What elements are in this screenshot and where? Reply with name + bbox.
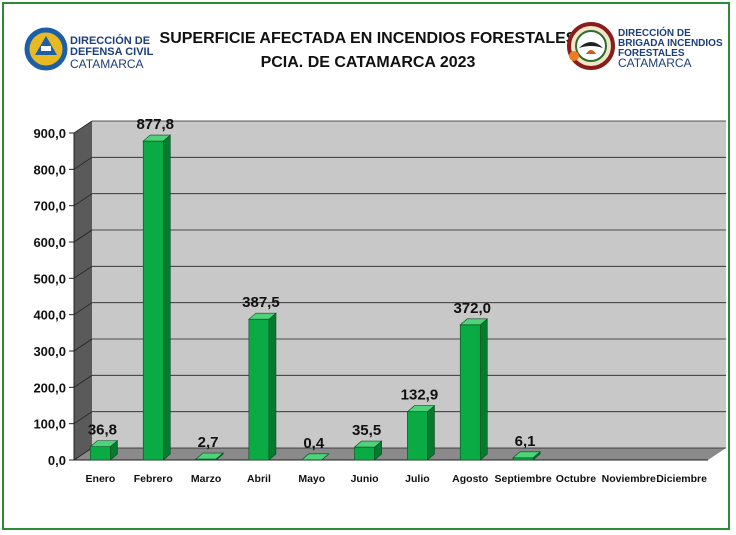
- bar: [195, 452, 224, 461]
- bar-side: [479, 318, 488, 461]
- bar-top: [512, 451, 541, 459]
- data-label: 877,8: [136, 116, 174, 133]
- y-tick-label: 600,0: [33, 235, 66, 250]
- logo-right-line4: CATAMARCA: [618, 56, 692, 70]
- x-tick-label: Junio: [351, 473, 379, 485]
- plot-floor: [74, 448, 726, 460]
- chart-frame: [2, 2, 730, 530]
- plot-back-wall: [92, 121, 726, 448]
- logo-right-line3: FORESTALES: [618, 48, 685, 59]
- data-label: 36,8: [88, 422, 117, 439]
- bar-side: [427, 405, 435, 461]
- brigada-emblem-icon: [567, 22, 615, 70]
- bar-side: [162, 134, 171, 461]
- x-tick-label: Agosto: [452, 473, 488, 485]
- gridline-depth: [73, 266, 93, 279]
- gridline-depth: [73, 193, 93, 206]
- bar: [300, 453, 330, 461]
- x-tick-label: Octubre: [556, 473, 596, 485]
- bar: [353, 440, 383, 461]
- data-label: 35,5: [352, 422, 381, 439]
- x-axis-labels: Enero Febrero Marzo Abril Mayo Junio Julio Agos…: [86, 473, 708, 485]
- x-tick-label: Febrero: [134, 473, 173, 485]
- bar-top: [89, 440, 119, 447]
- data-labels: 36,8 877,8 2,7 387,5 0,4 35,5 132,9 372,0 6,1: [88, 116, 536, 452]
- y-tick-label: 700,0: [33, 199, 66, 214]
- y-tick-label: 0,0: [48, 453, 66, 468]
- y-tick-label: 400,0: [33, 308, 66, 323]
- gridline-depth: [73, 120, 93, 134]
- gridline-depth: [73, 302, 93, 315]
- defensa-civil-logo: DIRECCIÓN DE DEFENSA CIVIL CATAMARCA: [24, 22, 174, 76]
- data-label: 387,5: [242, 294, 280, 311]
- gridline-depth: [73, 229, 93, 243]
- bar-front: [248, 318, 270, 461]
- data-label: 372,0: [453, 300, 491, 317]
- x-tick-label: Septiembre: [494, 473, 551, 485]
- x-tick-label: Diciembre: [656, 473, 707, 485]
- y-tick-label: 100,0: [33, 417, 66, 432]
- data-label: 6,1: [515, 433, 536, 450]
- x-tick-label: Marzo: [191, 473, 221, 485]
- bar-side: [268, 312, 277, 461]
- bar-top: [195, 452, 224, 460]
- bar-top: [459, 318, 489, 326]
- bar: [512, 451, 541, 461]
- y-tick-label: 300,0: [33, 344, 66, 359]
- logo-right-line1: DIRECCIÓN DE: [618, 28, 691, 39]
- bar: [459, 318, 489, 461]
- logo-right-line2: BRIGADA INCENDIOS: [618, 38, 723, 49]
- bar-front: [354, 446, 375, 461]
- x-tick-label: Julio: [405, 473, 430, 485]
- bar: [89, 439, 119, 461]
- bar-front: [142, 140, 164, 461]
- bar: [406, 405, 436, 461]
- bar-front: [90, 446, 111, 461]
- chart-title-line1: SUPERFICIE AFECTADA EN INCENDIOS FORESTA…: [159, 30, 577, 47]
- data-label: 2,7: [198, 434, 219, 451]
- x-tick-label: Enero: [86, 473, 116, 485]
- bar-top: [142, 134, 172, 142]
- bar-front: [459, 324, 481, 461]
- gridline-depth: [73, 375, 93, 388]
- plot-background: [74, 121, 726, 460]
- y-tick-label: 800,0: [33, 162, 66, 177]
- bar-top: [300, 453, 330, 461]
- y-tick-label: 200,0: [33, 380, 66, 395]
- logo-left-line2: DEFENSA CIVIL: [70, 46, 154, 58]
- bar: [142, 134, 172, 461]
- y-axis: 0,0 100,0 200,0 300,0 400,0 500,0 600,0 700,0 80…: [33, 126, 708, 468]
- bars: [89, 134, 541, 461]
- data-label: 132,9: [401, 387, 439, 404]
- x-tick-label: Abril: [247, 473, 271, 485]
- x-tick-label: Noviembre: [602, 473, 656, 485]
- gridline-depth: [73, 338, 93, 352]
- y-tick-label: 900,0: [33, 126, 66, 141]
- gridline-depth: [73, 447, 93, 461]
- bar-top: [406, 405, 436, 413]
- y-tick-label: 500,0: [33, 271, 66, 286]
- logo-left-line1: DIRECCIÓN DE: [70, 35, 151, 47]
- bar-top: [353, 440, 383, 448]
- gridline-depth: [73, 157, 93, 170]
- x-tick-label: Mayo: [298, 473, 325, 485]
- bar-top: [248, 312, 277, 320]
- defensa-civil-emblem-icon: [24, 27, 68, 71]
- gridline-depth: [73, 411, 93, 424]
- plot-side-wall: [74, 121, 92, 460]
- chart-title-line2: PCIA. DE CATAMARCA 2023: [260, 54, 476, 71]
- logo-left-line3: CATAMARCA: [70, 57, 144, 71]
- data-label: 0,4: [303, 435, 325, 452]
- bar-front: [407, 411, 428, 461]
- bar-front: [512, 457, 534, 461]
- bar: [248, 312, 277, 461]
- brigada-incendios-logo: DIRECCIÓN DE BRIGADA INCENDIOS FORESTALE…: [566, 18, 726, 78]
